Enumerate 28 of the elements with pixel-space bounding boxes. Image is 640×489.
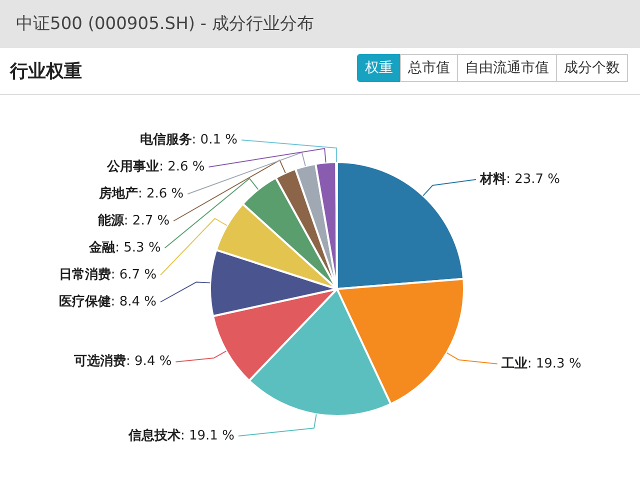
data-label: : 9.4 % bbox=[126, 354, 172, 370]
data-label: : 5.3 % bbox=[115, 240, 161, 256]
text: 权重 bbox=[357, 54, 401, 82]
chart-subtitle: 行业权重 bbox=[10, 60, 82, 83]
text: 总市值 bbox=[400, 54, 458, 82]
slice-label: 日常消费 bbox=[58, 267, 111, 282]
slice-label: 电信服务 bbox=[140, 132, 192, 148]
slice-label: 工业 bbox=[500, 356, 528, 372]
slice-label: 医疗保健 bbox=[58, 293, 111, 310]
slice-label: 可选消费 bbox=[73, 354, 126, 370]
slice-label: 材料 bbox=[479, 172, 506, 187]
text: 成分个数 bbox=[556, 54, 628, 82]
data-label: : 2.6 % bbox=[159, 159, 205, 174]
chart-title: 中证500 (000905.SH) - 成分行业分布 bbox=[0, 0, 640, 48]
data-label: : 2.7 % bbox=[124, 213, 170, 228]
text: 自由流通市值 bbox=[457, 54, 557, 82]
slice-label: 金融 bbox=[88, 240, 116, 256]
slice-label: 能源 bbox=[98, 212, 125, 228]
data-label: : 2.6 % bbox=[138, 186, 184, 202]
data-label: : 6.7 % bbox=[110, 267, 157, 282]
data-label: : 19.3 % bbox=[527, 356, 582, 372]
slice-label: 信息技术 bbox=[127, 427, 180, 444]
data-label: : 0.1 % bbox=[192, 132, 238, 148]
slice-label: 公用事业 bbox=[106, 159, 160, 174]
slice-label: 房地产 bbox=[98, 185, 138, 202]
data-label: : 23.7 % bbox=[506, 172, 560, 187]
data-label: : 19.1 % bbox=[180, 428, 234, 444]
data-label: : 8.4 % bbox=[110, 294, 156, 310]
